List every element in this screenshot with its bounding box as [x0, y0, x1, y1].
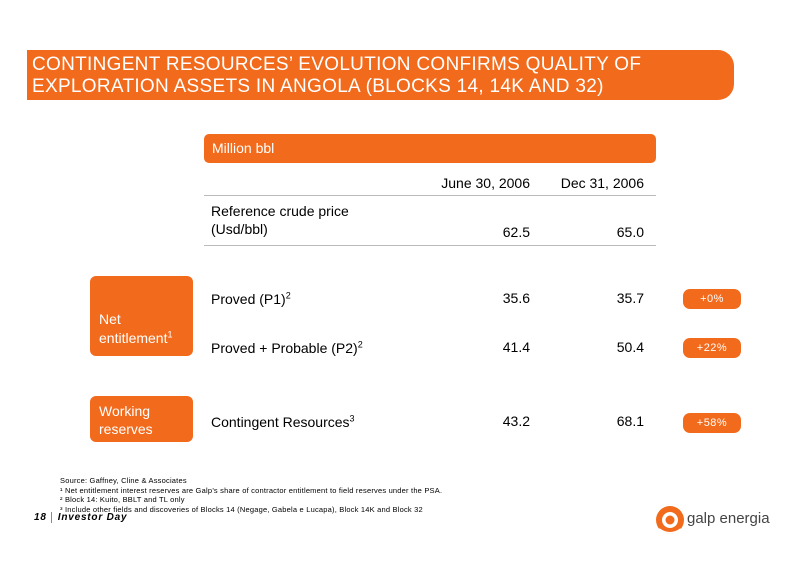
reference-label-line2: (Usd/bbl) — [211, 221, 268, 237]
net-entitlement-group: Net entitlement1 — [90, 276, 193, 356]
source-note: Source: Gaffney, Cline & Associates — [60, 476, 187, 485]
change-badge-contingent: +58% — [683, 413, 741, 433]
reference-june-value: 62.5 — [502, 224, 530, 240]
working-reserves-line2: reserves — [99, 421, 153, 437]
net-entitlement-text: entitlement — [99, 330, 168, 346]
contingent-resources-sup: 3 — [349, 413, 355, 424]
column-header-dec: Dec 31, 2006 — [560, 175, 644, 191]
footnote-3: ³ Include other fields and discoveries o… — [60, 505, 423, 515]
footnote-2: ² Block 14: Kuito, BBLT and TL only — [60, 495, 185, 505]
unit-header: Million bbl — [204, 134, 656, 163]
proved-p1-sup: 2 — [285, 290, 291, 301]
footer-divider — [50, 512, 52, 523]
contingent-resources-text: Contingent Resources — [211, 414, 350, 430]
reference-divider — [204, 245, 656, 246]
unit-label: Million bbl — [212, 140, 275, 156]
working-reserves-line1: Working — [99, 403, 151, 419]
net-entitlement-line1: Net — [99, 311, 121, 327]
proved-p1-june: 35.6 — [502, 290, 530, 306]
galp-logo-icon — [656, 506, 684, 534]
reference-label-line1: Reference crude price — [211, 203, 349, 219]
contingent-dec: 68.1 — [616, 413, 644, 429]
change-badge-p1: +0% — [683, 289, 741, 309]
contingent-resources-label: Contingent Resources3 — [211, 413, 355, 431]
footer-label: Investor Day — [57, 512, 128, 524]
page-number: 18 — [34, 512, 47, 524]
proved-p2-sup: 2 — [357, 339, 363, 350]
proved-p2-dec: 50.4 — [616, 339, 644, 355]
net-entitlement-line2: entitlement1 — [99, 329, 173, 347]
proved-p2-text: Proved + Probable (P2) — [211, 340, 358, 356]
column-header-june: June 30, 2006 — [441, 175, 530, 191]
proved-p1-text: Proved (P1) — [211, 291, 286, 307]
proved-p1-dec: 35.7 — [616, 290, 644, 306]
title-banner: CONTINGENT RESOURCES’ EVOLUTION CONFIRMS… — [27, 50, 734, 100]
slide-title: CONTINGENT RESOURCES’ EVOLUTION CONFIRMS… — [32, 54, 642, 97]
working-reserves-group: Working reserves — [90, 396, 193, 442]
reference-price-label: Reference crude price (Usd/bbl) — [211, 202, 349, 238]
logo-text: galp energia — [687, 510, 770, 527]
reference-dec-value: 65.0 — [616, 224, 644, 240]
header-divider — [204, 195, 656, 196]
net-entitlement-sup: 1 — [167, 329, 173, 340]
footnote-1: ¹ Net entitlement interest reserves are … — [60, 485, 443, 495]
slide-footer: 18 Investor Day — [34, 512, 127, 523]
footnotes: Source: Gaffney, Cline & Associates ¹ Ne… — [60, 476, 442, 515]
proved-p2-label: Proved + Probable (P2)2 — [211, 339, 363, 357]
contingent-june: 43.2 — [502, 413, 530, 429]
proved-p1-label: Proved (P1)2 — [211, 290, 291, 308]
proved-p2-june: 41.4 — [502, 339, 530, 355]
change-badge-p2: +22% — [683, 338, 741, 358]
